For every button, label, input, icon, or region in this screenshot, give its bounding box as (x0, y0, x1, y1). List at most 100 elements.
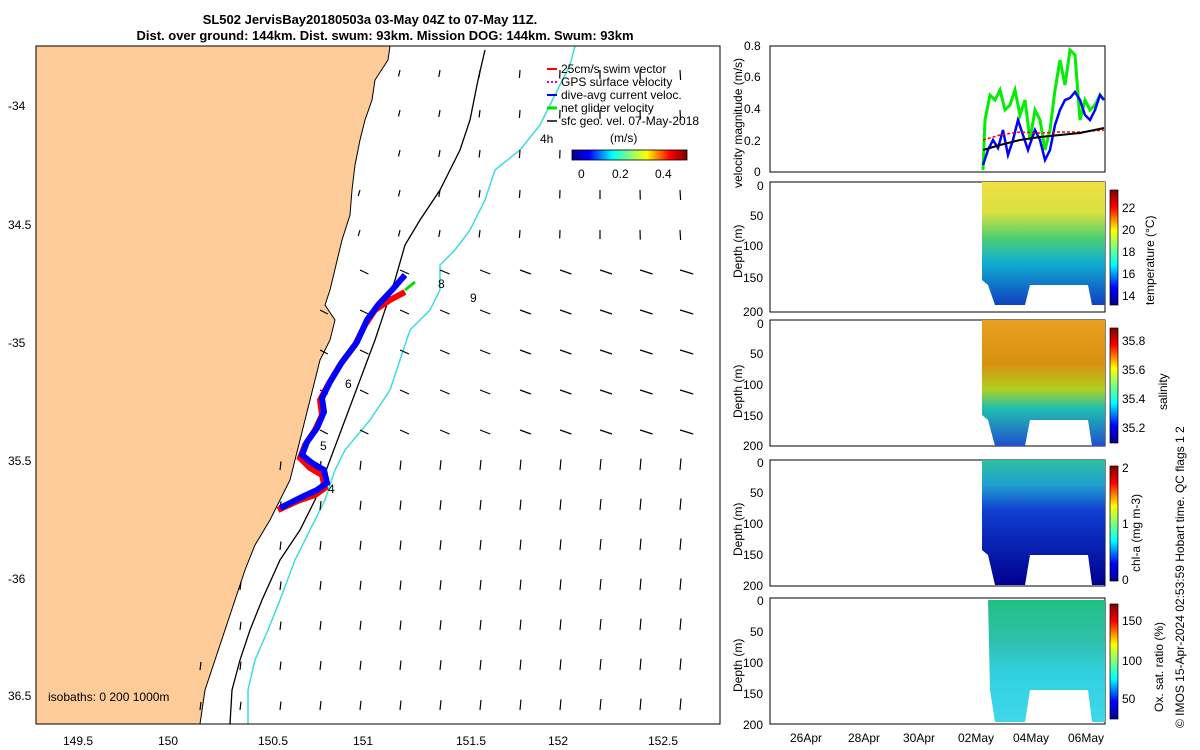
legend-net-velocity: net glider velocity (561, 101, 654, 115)
velocity-arrow (519, 499, 522, 511)
velocity-arrow (399, 580, 402, 591)
time-tick-02may: 02May (958, 731, 994, 745)
velocity-arrow (319, 501, 322, 511)
map-legend: 25cm/s swim vector GPS surface velocity … (547, 62, 699, 128)
time-tick-04may: 04May (1013, 731, 1049, 745)
map-y-tick: 35.5 (8, 454, 32, 468)
time-ticks: 26Apr 28Apr 30Apr 02May 04May 06May (790, 731, 1104, 745)
velocity-arrow (397, 189, 401, 197)
plot-title-line2: Dist. over ground: 144km. Dist. swum: 93… (136, 28, 634, 43)
sal-cbar-354: 35.4 (1122, 392, 1146, 406)
velocity-arrow (199, 701, 202, 711)
annotation-5: 5 (320, 439, 327, 453)
map-y-tick: -35 (8, 336, 26, 350)
velocity-arrow (519, 269, 532, 275)
velocity-arrow (518, 69, 521, 79)
velocity-arrow (639, 309, 653, 315)
map-y-tick: -36 (8, 572, 26, 586)
velocity-arrow (478, 109, 481, 118)
velocity-arrow (478, 229, 481, 238)
isobath-1000m (247, 45, 576, 724)
velocity-arrow (639, 658, 642, 671)
velocity-arrow (559, 539, 562, 551)
velocity-arrow (439, 620, 442, 631)
velocity-arrow (397, 229, 401, 237)
ox-depth-150: 150 (743, 687, 763, 701)
ox-cbar-50: 50 (1122, 692, 1136, 706)
velocity-ylabel: velocity magnitude (m/s) (731, 58, 745, 188)
salinity-section (982, 320, 1105, 446)
ox-cbar-label: Ox. sat. ratio (%) (1152, 622, 1166, 712)
velocity-arrow (438, 149, 441, 158)
velocity-arrow (479, 659, 482, 671)
velocity-arrow (518, 189, 521, 199)
velocity-arrow (639, 698, 642, 711)
chla-cbar-ticks: 2 1 0 chl-a (mg m-3) (1122, 461, 1143, 587)
velocity-arrow (479, 699, 482, 711)
velocity-arrow (439, 660, 442, 671)
velocity-arrow (399, 660, 402, 671)
chla-ylabel: Depth (m) (731, 503, 745, 556)
velocity-arrow (399, 389, 410, 395)
annotation-6: 6 (345, 377, 352, 391)
velocity-arrow (399, 540, 402, 551)
velocity-arrow (479, 539, 482, 551)
velocity-arrow (359, 540, 362, 551)
velocity-arrow (359, 500, 362, 511)
velocity-arrow (559, 459, 562, 471)
velocity-arrow (559, 699, 562, 711)
sal-depth-50: 50 (750, 347, 764, 361)
temp-cbar-ticks: 22 20 18 16 14 temperature (°C) (1122, 201, 1157, 305)
velocity-arrow (679, 458, 682, 471)
temp-ylabel: Depth (m) (731, 225, 745, 278)
velocity-arrow (519, 699, 522, 711)
sal-cbar-label: salinity (1156, 373, 1170, 410)
velocity-arrow (438, 189, 441, 198)
velocity-arrow (519, 309, 532, 315)
velocity-arrow (559, 659, 562, 671)
velocity-arrow (239, 621, 242, 631)
legend-swim-vector: 25cm/s swim vector (561, 62, 666, 76)
sal-cbar-ticks: 35.8 35.6 35.4 35.2 salinity (1122, 334, 1170, 435)
velocity-arrow (639, 578, 642, 591)
map-x-ticks: 149.5 150 150.5 151 151.5 152 152.5 (63, 734, 678, 748)
temperature-panel (769, 181, 1119, 313)
velocity-arrow (599, 498, 602, 511)
velocity-arrow (519, 539, 522, 551)
chla-depth-150: 150 (743, 548, 763, 562)
velocity-arrow (559, 349, 572, 355)
velocity-arrow (399, 429, 410, 435)
velocity-arrow (359, 349, 369, 355)
vel-tick-06: 0.6 (744, 70, 761, 84)
velocity-arrow (679, 269, 694, 275)
sal-depth-100: 100 (743, 378, 763, 392)
map-panel: 4h 4 5 6 8 9 isobaths: 0 200 1000m 25cm/… (8, 45, 721, 748)
map-x-tick: 152 (548, 734, 568, 748)
depth-panels: 0 50 100 150 200 Depth (m) 0 50 100 150 … (731, 179, 1187, 745)
ox-cbar-100: 100 (1122, 654, 1142, 668)
sal-depth-0: 0 (757, 317, 764, 331)
velocity-arrow (279, 581, 282, 591)
velocity-green-line (981, 46, 1106, 171)
velocity-arrow (397, 69, 401, 77)
velocity-arrow (679, 309, 694, 315)
velocity-arrow (519, 579, 522, 591)
velocity-arrow (399, 620, 402, 631)
temp-cbar-20: 20 (1122, 223, 1136, 237)
velocity-arrow (439, 389, 450, 395)
sal-cbar-358: 35.8 (1122, 334, 1146, 348)
velocity-arrow (679, 578, 682, 591)
velocity-arrow (518, 149, 521, 159)
legend-gps-velocity: GPS surface velocity (561, 75, 672, 89)
velocity-arrow (639, 618, 642, 631)
velocity-arrow (279, 461, 282, 471)
velocity-arrow (479, 309, 491, 315)
velocity-arrow (679, 109, 682, 121)
vel-tick-0: 0 (754, 165, 761, 179)
velocity-arrow (319, 429, 329, 435)
oxygen-section (988, 600, 1105, 722)
temp-depth-0: 0 (757, 179, 764, 193)
velocity-arrow (479, 269, 491, 275)
sal-ylabel: Depth (m) (731, 365, 745, 418)
velocity-arrow (319, 309, 329, 315)
